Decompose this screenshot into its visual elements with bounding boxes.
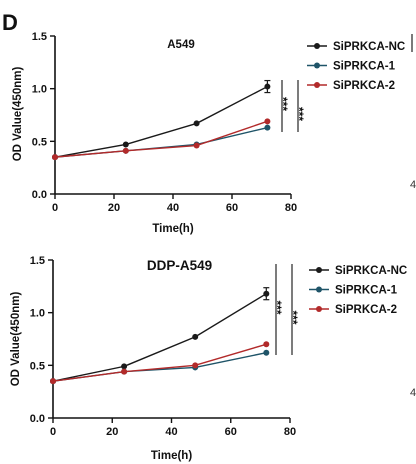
- x-axis-label: Time(h): [152, 223, 193, 235]
- x-tick-label: 80: [284, 426, 296, 438]
- data-point: [193, 142, 200, 149]
- chart-title: DDP-A549: [147, 258, 212, 273]
- legend-label: SiPRKCA-2: [333, 80, 395, 92]
- legend-swatch-marker: [314, 62, 320, 69]
- data-point: [122, 147, 129, 154]
- legend-label: SiPRKCA-2: [335, 304, 397, 316]
- data-point: [192, 333, 199, 340]
- legend-swatch-marker: [316, 267, 322, 273]
- y-axis-label: OD Value(450nm): [10, 292, 22, 387]
- y-tick-label: 0.0: [32, 189, 47, 201]
- legend-swatch-marker: [314, 43, 320, 49]
- x-tick-label: 40: [167, 202, 179, 214]
- x-axis-label: Time(h): [151, 450, 192, 462]
- data-point: [263, 349, 270, 356]
- data-point: [264, 124, 271, 131]
- y-tick-label: 0.5: [32, 136, 47, 148]
- series-line-siprkca-nc: [52, 293, 267, 382]
- significance-label: ***: [286, 310, 300, 324]
- x-tick-label: 20: [108, 202, 120, 214]
- x-tick-label: 60: [225, 426, 237, 438]
- data-point: [263, 290, 270, 297]
- data-point: [264, 83, 271, 90]
- y-tick-label: 0.5: [30, 360, 45, 372]
- data-point: [52, 154, 58, 161]
- x-tick-label: 20: [106, 426, 118, 438]
- data-point: [264, 118, 271, 125]
- x-tick-label: 0: [50, 426, 56, 438]
- legend-label: SiPRKCA-NC: [333, 41, 405, 53]
- significance-label: ***: [276, 97, 290, 111]
- y-axis-label: OD Value(450nm): [12, 67, 24, 162]
- x-tick-label: 0: [52, 202, 58, 214]
- x-tick-label: 60: [226, 202, 238, 214]
- significance-label: ***: [270, 300, 284, 314]
- x-tick-label: 40: [165, 426, 177, 438]
- data-point: [121, 363, 128, 370]
- legend-swatch-marker: [316, 286, 322, 293]
- y-tick-label: 0.0: [30, 413, 45, 425]
- legend-label: SiPRKCA-1: [333, 61, 396, 73]
- y-tick-label: 1.5: [30, 255, 45, 267]
- y-tick-label: 1.0: [32, 84, 47, 96]
- data-point: [263, 341, 270, 348]
- x-tick-label: 80: [285, 202, 297, 214]
- legend-swatch-marker: [316, 306, 322, 312]
- edge-mark-bottom: 4: [410, 387, 416, 399]
- data-point: [50, 378, 56, 385]
- series-line-siprkca-2: [54, 120, 268, 158]
- y-tick-label: 1.0: [30, 308, 45, 320]
- y-tick-label: 1.5: [32, 31, 47, 43]
- data-point: [192, 362, 199, 369]
- data-point: [193, 120, 200, 127]
- chart-title: A549: [167, 39, 195, 51]
- edge-mark-top: 4: [410, 179, 416, 191]
- legend-label: SiPRKCA-NC: [335, 265, 407, 277]
- significance-label: ***: [292, 107, 306, 121]
- legend-swatch-marker: [314, 82, 320, 88]
- series-line-siprkca-nc: [54, 85, 268, 158]
- panel-letter: D: [2, 10, 18, 35]
- data-point: [121, 368, 128, 375]
- series-line-siprkca-2: [52, 343, 267, 382]
- legend-label: SiPRKCA-1: [335, 285, 398, 297]
- data-point: [122, 141, 129, 148]
